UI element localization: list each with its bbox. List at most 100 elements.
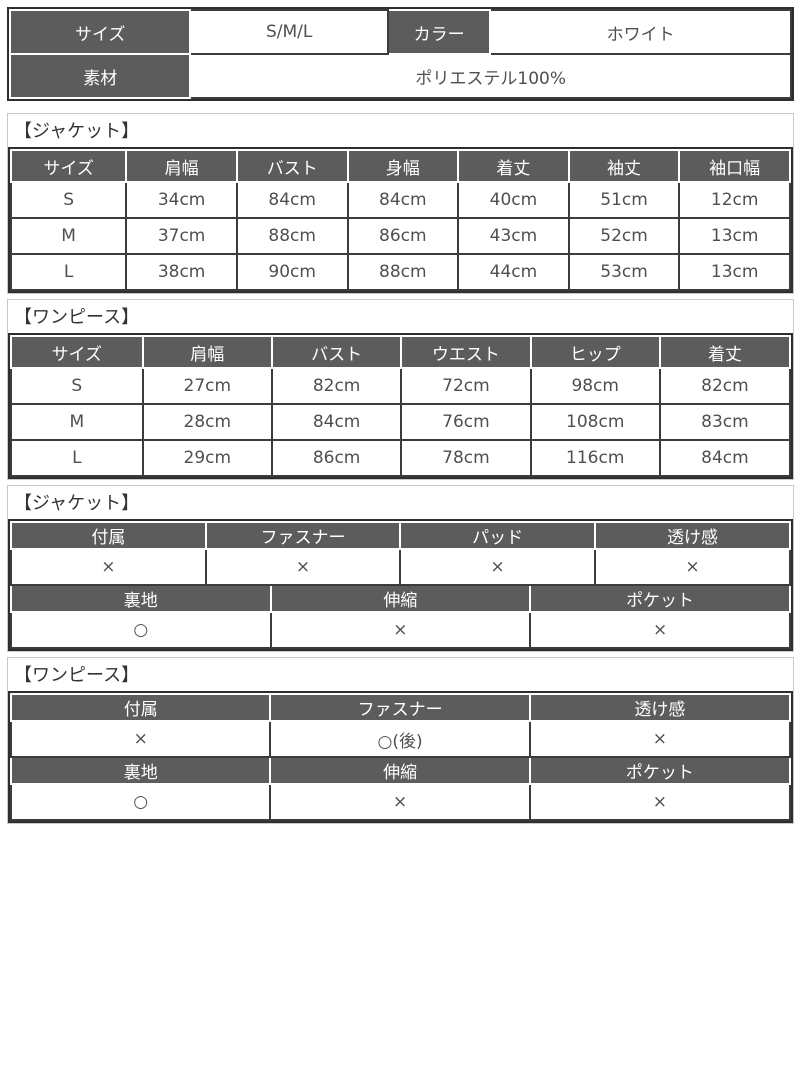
measurement-cell: 13cm (678, 253, 791, 291)
table-row: 素材 ポリエステル100% (8, 53, 792, 99)
measurement-cell: 72cm (400, 367, 532, 405)
size-name-cell: M (9, 217, 128, 255)
material-value-cell: ポリエステル100% (189, 53, 792, 99)
feature-value-cell: × (528, 720, 792, 758)
feature-header-cell: 透け感 (594, 521, 791, 550)
measurement-cell: 116cm (529, 439, 661, 477)
feature-value-cell: ○ (9, 783, 272, 821)
table-header-row: 付属 ファスナー パッド 透け感 (10, 521, 791, 550)
feature-header-cell: 裏地 (9, 756, 272, 785)
measurement-cell: 43cm (457, 217, 570, 255)
column-header-cell: ヒップ (529, 335, 661, 369)
table-row: L 38cm 90cm 88cm 44cm 53cm 13cm (9, 253, 791, 291)
column-header-cell: 身幅 (346, 149, 460, 183)
feature-value-cell: ○(後) (269, 720, 531, 758)
color-label-cell: カラー (386, 9, 492, 55)
table-header-row: 裏地 伸縮 ポケット (10, 584, 791, 613)
feature-header-cell: 透け感 (528, 693, 792, 722)
jacket-detail-section: 【ジャケット】 付属 ファスナー パッド 透け感 × × × × (7, 485, 794, 652)
feature-value-cell: × (528, 783, 792, 821)
column-header-cell: バスト (270, 335, 403, 369)
measurement-cell: 84cm (270, 403, 403, 441)
onepiece-detail-section: 【ワンピース】 付属 ファスナー 透け感 × ○(後) × 裏地 伸 (7, 657, 794, 824)
feature-header-cell: ファスナー (269, 693, 531, 722)
measurement-cell: 83cm (658, 403, 792, 441)
color-value-cell: ホワイト (489, 9, 792, 55)
table-row: サイズ S/M/L カラー ホワイト (8, 9, 792, 55)
feature-header-cell: 裏地 (10, 584, 272, 613)
size-name-cell: L (10, 439, 144, 477)
column-header-cell: 肩幅 (141, 335, 273, 369)
table-row: L 29cm 86cm 78cm 116cm 84cm (10, 439, 792, 477)
measurement-cell: 28cm (141, 403, 273, 441)
feature-value-cell: × (529, 611, 791, 649)
onepiece-detail-section-title: 【ワンピース】 (14, 665, 140, 686)
onepiece-size-frame: サイズ 肩幅 バスト ウエスト ヒップ 着丈 S 27cm 82cm 72cm … (8, 333, 793, 479)
onepiece-size-table: サイズ 肩幅 バスト ウエスト ヒップ 着丈 S 27cm 82cm 72cm … (10, 335, 792, 477)
feature-value-cell: × (594, 548, 791, 586)
measurement-cell: 88cm (235, 217, 349, 255)
table-row: × ○(後) × (9, 720, 792, 758)
size-name-cell: L (9, 253, 128, 291)
jacket-size-table: サイズ 肩幅 バスト 身幅 着丈 袖丈 袖口幅 S 34cm 84cm 84cm… (9, 149, 791, 291)
table-header-row: 裏地 伸縮 ポケット (9, 756, 792, 785)
size-label-cell: サイズ (8, 9, 192, 55)
material-label-cell: 素材 (8, 53, 192, 99)
measurement-cell: 53cm (567, 253, 681, 291)
measurement-cell: 88cm (346, 253, 460, 291)
measurement-cell: 51cm (567, 181, 681, 219)
measurement-cell: 84cm (658, 439, 792, 477)
size-name-cell: M (10, 403, 144, 441)
column-header-cell: 袖口幅 (678, 149, 791, 183)
jacket-size-section-title: 【ジャケット】 (14, 121, 140, 142)
measurement-cell: 78cm (400, 439, 532, 477)
measurement-cell: 52cm (567, 217, 681, 255)
size-value-cell: S/M/L (189, 9, 389, 55)
feature-header-cell: ポケット (528, 756, 792, 785)
feature-value-cell: × (269, 611, 532, 649)
product-info-table: サイズ S/M/L カラー ホワイト 素材 ポリエステル100% (8, 9, 792, 99)
table-row: S 27cm 82cm 72cm 98cm 82cm (10, 367, 792, 405)
table-row: M 37cm 88cm 86cm 43cm 52cm 13cm (9, 217, 791, 255)
column-header-cell: サイズ (9, 149, 128, 183)
feature-header-cell: 付属 (9, 693, 272, 722)
measurement-cell: 27cm (141, 367, 273, 405)
feature-value-cell: ○ (10, 611, 272, 649)
feature-header-cell: 伸縮 (269, 584, 532, 613)
feature-value-cell: × (204, 548, 402, 586)
feature-header-cell: パッド (399, 521, 597, 550)
jacket-size-frame: サイズ 肩幅 バスト 身幅 着丈 袖丈 袖口幅 S 34cm 84cm 84cm… (8, 147, 793, 293)
measurement-cell: 86cm (270, 439, 403, 477)
table-row: ○ × × (9, 783, 792, 821)
table-row: M 28cm 84cm 76cm 108cm 83cm (10, 403, 792, 441)
column-header-cell: バスト (235, 149, 349, 183)
feature-value-cell: × (399, 548, 597, 586)
measurement-cell: 13cm (678, 217, 791, 255)
measurement-cell: 12cm (678, 181, 791, 219)
onepiece-size-section-title: 【ワンピース】 (14, 307, 140, 328)
column-header-cell: 着丈 (658, 335, 792, 369)
column-header-cell: サイズ (10, 335, 144, 369)
product-info-frame: サイズ S/M/L カラー ホワイト 素材 ポリエステル100% (7, 7, 794, 101)
jacket-detail-frame: 付属 ファスナー パッド 透け感 × × × × 裏地 伸縮 ポケット (8, 519, 793, 651)
onepiece-size-section: 【ワンピース】 サイズ 肩幅 バスト ウエスト ヒップ 着丈 S 27cm 82… (7, 299, 794, 480)
measurement-cell: 108cm (529, 403, 661, 441)
measurement-cell: 82cm (658, 367, 792, 405)
size-name-cell: S (9, 181, 128, 219)
feature-header-cell: 伸縮 (269, 756, 531, 785)
measurement-cell: 84cm (235, 181, 349, 219)
measurement-cell: 86cm (346, 217, 460, 255)
table-row: ○ × × (10, 611, 791, 649)
measurement-cell: 38cm (125, 253, 238, 291)
measurement-cell: 40cm (457, 181, 570, 219)
table-row: × × × × (10, 548, 791, 586)
measurement-cell: 44cm (457, 253, 570, 291)
size-name-cell: S (10, 367, 144, 405)
table-header-row: 付属 ファスナー 透け感 (9, 693, 792, 722)
column-header-cell: ウエスト (400, 335, 532, 369)
feature-header-cell: 付属 (10, 521, 207, 550)
feature-value-cell: × (9, 720, 272, 758)
measurement-cell: 76cm (400, 403, 532, 441)
measurement-cell: 29cm (141, 439, 273, 477)
measurement-cell: 98cm (529, 367, 661, 405)
